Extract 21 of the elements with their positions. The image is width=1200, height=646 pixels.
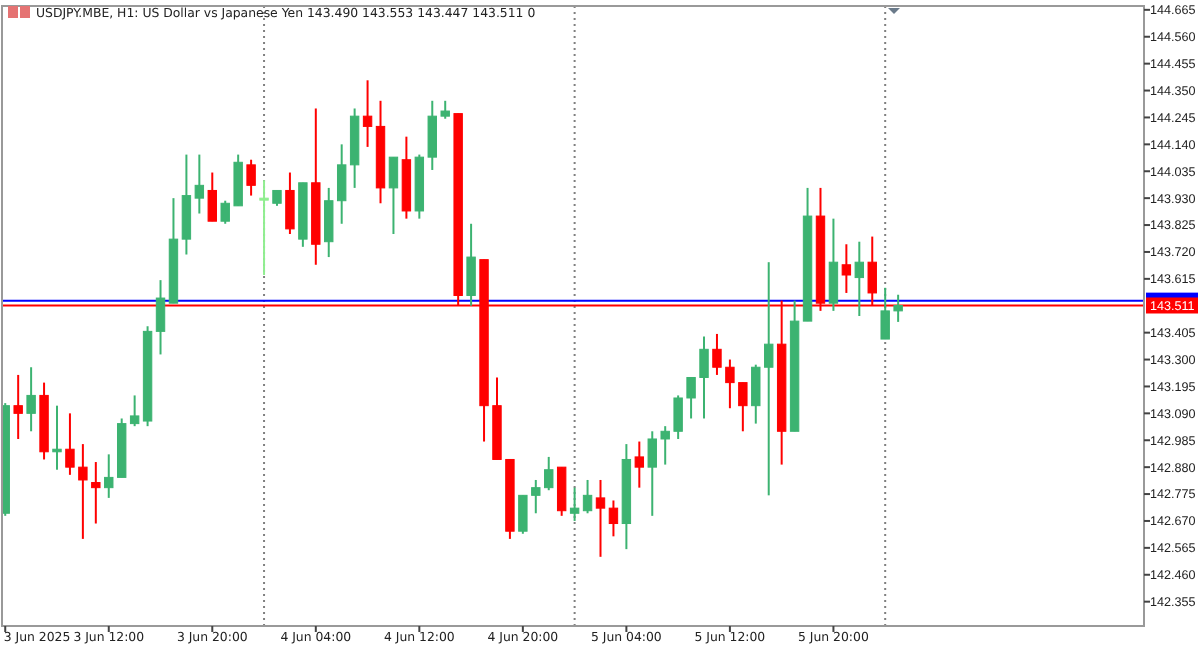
candlestick (556, 466, 567, 517)
candlestick (841, 243, 852, 294)
candlestick (26, 366, 36, 433)
candlestick (608, 499, 619, 538)
candlestick (285, 171, 295, 236)
candlestick (362, 79, 373, 148)
candlestick (207, 171, 217, 223)
candlestick (52, 404, 62, 471)
candlestick (854, 240, 865, 317)
candlestick (13, 373, 23, 440)
candlestick (634, 440, 645, 489)
candlestick (91, 461, 101, 525)
candlestick (246, 158, 256, 197)
candlestick (155, 279, 166, 356)
candlestick (466, 222, 476, 307)
candlestick (595, 478, 606, 558)
candlestick (569, 486, 580, 522)
candlestick (582, 478, 593, 515)
candlestick (259, 179, 269, 277)
candlestick (388, 156, 399, 236)
candlestick (828, 217, 839, 312)
